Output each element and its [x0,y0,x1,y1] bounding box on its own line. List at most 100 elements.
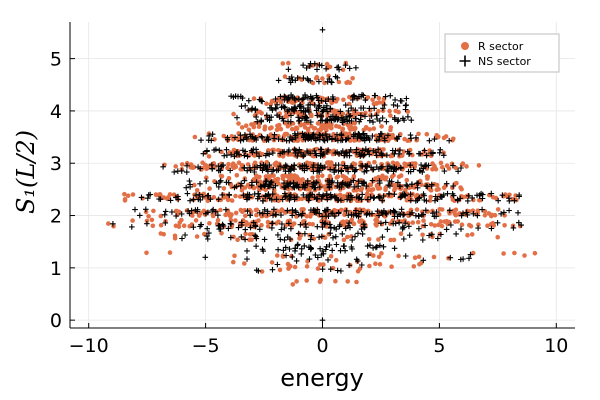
ns-sector-point-230 [284,207,291,214]
ns-sector-point-7 [334,267,341,274]
r-sector-point-684 [221,186,227,191]
ns-sector-point-366 [319,193,326,200]
r-sector-point-74 [420,232,425,238]
ns-sector-point-19 [447,254,454,261]
ns-sector-point-708 [327,166,333,173]
ns-sector-point-722 [376,166,382,172]
r-sector-point-814 [179,162,185,167]
legend-box [444,33,560,73]
r-sector-point-49 [275,253,280,258]
ns-sector-point-555 [317,184,323,190]
ns-sector-point-283 [264,208,271,215]
ns-sector-point-984 [367,117,373,124]
ns-sector-point-591 [197,181,203,187]
ns-sector-point-84 [438,231,444,238]
ns-sector-point-95 [401,236,407,242]
r-sector-point-1358 [387,108,392,114]
ns-sector-point-27 [283,252,289,259]
ns-sector-point-709 [273,167,280,174]
r-sector-point-1138 [451,136,456,142]
ns-sector-point-131 [346,220,352,226]
r-sector-point-805 [430,161,435,166]
ns-sector-point-453 [402,192,408,199]
x-axis-label: energy [280,364,364,392]
ns-sector-point-1006 [374,116,380,122]
r-sector-point-165 [468,223,474,229]
ns-sector-point-800 [301,152,307,158]
ns-sector-point-108 [453,231,459,237]
r-sector-point-385 [122,191,127,197]
x-tick-label-0: −10 [69,335,109,357]
ns-sector-point-826 [338,150,345,156]
ns-sector-point-962 [271,131,278,138]
ns-sector-point-822 [270,150,276,156]
ns-sector-point-1107 [242,103,248,109]
r-sector-point-794 [282,173,288,178]
ns-sector-point-581 [267,181,273,188]
ns-sector-point-100 [349,237,355,243]
r-sector-point-1435 [344,80,349,86]
ns-sector-point-42 [373,244,379,251]
ns-sector-point-151 [219,221,226,228]
ns-sector-point-988 [264,116,271,122]
ns-sector-point-996 [370,119,376,125]
r-sector-point-540 [477,198,482,203]
ns-sector-point-58 [253,243,259,249]
r-sector-point-133 [215,217,221,223]
ns-sector-point-138 [361,224,368,231]
r-sector-point-557 [221,195,227,200]
ns-sector-point-1097 [348,105,354,111]
ns-sector-point-113 [281,225,288,231]
r-sector-point-1296 [269,125,274,130]
ns-sector-point-577 [397,183,403,189]
ns-sector-point-56 [298,246,305,252]
ns-sector-point-235 [463,209,470,216]
ns-sector-point-1037 [362,113,368,120]
r-sector-point-526 [404,197,410,203]
r-sector-point-1079 [212,137,217,142]
ns-sector-point-109 [182,232,188,238]
ns-sector-point-102 [287,236,293,242]
r-sector-point-21 [377,261,383,267]
r-sector-point-353 [299,207,305,213]
r-sector-point-1147 [343,131,349,137]
ns-sector-point-470 [476,193,483,199]
r-sector-point-1332 [396,109,401,115]
r-sector-point-79 [231,234,236,240]
r-sector-point-857 [464,164,469,169]
ns-sector-point-1147 [258,98,264,104]
ns-sector-point-457 [265,192,271,198]
ns-sector-point-716 [314,168,320,175]
ns-sector-point-1080 [371,105,377,112]
ns-sector-point-542 [186,178,193,184]
ns-sector-point-395 [138,194,145,201]
ns-sector-point-290 [271,206,277,213]
r-sector-point-904 [358,160,364,166]
ns-sector-point-879 [237,137,244,144]
ns-sector-point-757 [347,147,354,153]
ns-sector-point-1018 [357,116,364,123]
r-sector-point-1441 [336,79,342,85]
ns-sector-point-953 [382,137,388,144]
ns-sector-point-590 [387,183,393,189]
ns-sector-point-80 [179,235,185,242]
ns-sector-point-112 [319,233,325,240]
ns-sector-point-186 [319,224,326,230]
ns-sector-point-1051 [381,102,388,108]
ns-sector-point-673 [315,165,321,171]
ns-sector-point-746 [437,147,444,153]
ns-sector-point-557 [363,183,370,189]
ns-sector-point-816 [353,146,360,153]
r-sector-point-87 [388,237,394,243]
ns-sector-point-1206 [323,66,329,72]
r-sector-point-149 [228,218,234,223]
ns-sector-point-26 [293,258,300,264]
r-sector-point-187 [233,218,238,223]
r-sector-point-198 [388,221,393,226]
r-sector-point-1279 [275,126,280,132]
r-sector-point-784 [274,177,280,182]
ns-sector-point-198 [332,213,338,219]
ns-sector-point-157 [392,220,399,227]
ns-sector-point-404 [358,196,365,203]
ns-sector-point-30 [312,252,319,258]
